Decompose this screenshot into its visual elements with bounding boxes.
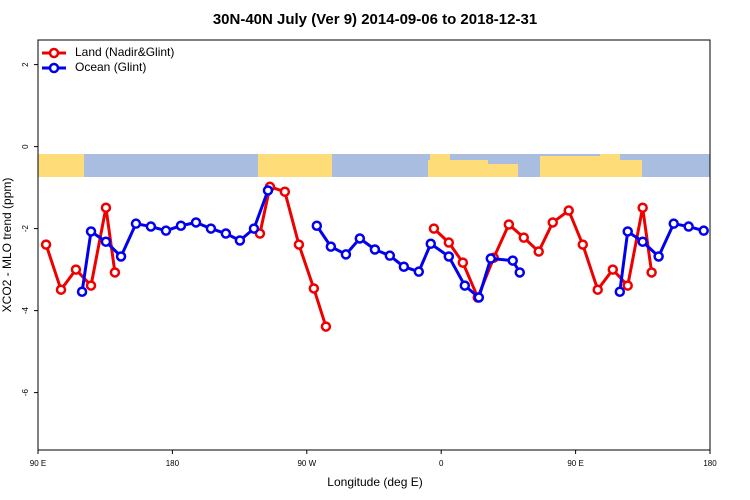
data-point [354,233,366,244]
data-point [175,220,187,231]
data-point [507,255,518,266]
data-point [459,280,471,291]
data-point [279,186,291,197]
data-point [100,202,112,213]
data-point [607,264,619,275]
data-point [262,185,274,196]
data-point [547,217,559,228]
data-point [325,241,337,252]
data-point [70,264,82,275]
x-axis-label: Longitude (deg E) [327,475,422,489]
data-point [622,226,633,237]
legend-label: Ocean (Glint) [75,60,146,74]
data-point [85,280,97,291]
x-tick-label: 180 [166,459,180,468]
data-point [503,219,515,230]
y-tick-label: -6 [21,388,30,396]
data-point [320,321,332,332]
x-tick-label: 90 E [567,459,583,468]
data-point [637,202,648,213]
data-point [425,238,436,250]
data-point [577,239,589,250]
data-point [614,286,626,297]
x-tick-label: 90 E [30,459,46,468]
data-point [563,205,574,216]
y-tick-label: -4 [21,306,30,314]
data-point [622,280,633,291]
data-point [55,284,67,295]
x-tick-label: 90 W [297,459,316,468]
data-point [653,251,664,262]
data-point [100,236,112,247]
data-point [205,223,217,234]
data-point [40,239,52,250]
legend-marker [48,62,60,74]
y-tick-label: 0 [21,144,30,149]
data-point [457,257,469,268]
map-strip [38,154,710,177]
legend-marker [48,47,60,59]
data-point [592,284,603,295]
data-point [130,218,142,229]
x-tick-label: 0 [439,459,444,468]
data-point [514,267,525,278]
data-point [533,246,544,257]
y-tick-label: 2 [21,62,30,67]
data-point [398,261,410,272]
data-point [683,221,694,232]
data-point [115,251,127,262]
data-point [190,217,202,228]
data-point [473,292,485,303]
data-point [428,223,440,234]
data-point [145,221,157,232]
data-point [109,267,121,278]
data-point [369,244,381,255]
data-point [76,286,88,297]
y-tick-label: -2 [21,224,30,232]
data-point [485,253,497,264]
data-point [85,226,97,237]
data-point [340,249,352,260]
data-point [248,223,260,234]
chart-title: 30N-40N July (Ver 9) 2014-09-06 to 2018-… [213,11,537,28]
data-point [443,237,455,248]
y-axis-label: XCO2 - MLO trend (ppm) [0,178,14,313]
series-line [44,207,117,293]
series-line [258,184,328,328]
data-point [293,239,305,250]
data-point [443,251,455,262]
data-point [646,267,657,278]
data-point [234,235,246,246]
data-point [668,218,679,229]
data-point [637,236,648,247]
data-point [384,250,396,261]
x-tick-label: 180 [703,459,717,468]
legend-label: Land (Nadir&Glint) [75,45,174,59]
data-point [220,228,232,239]
plot-frame [37,39,711,451]
data-point [698,225,709,236]
data-point [308,283,320,294]
data-point [518,232,530,243]
data-point [311,220,323,231]
data-point [160,225,172,236]
data-point [413,266,425,277]
